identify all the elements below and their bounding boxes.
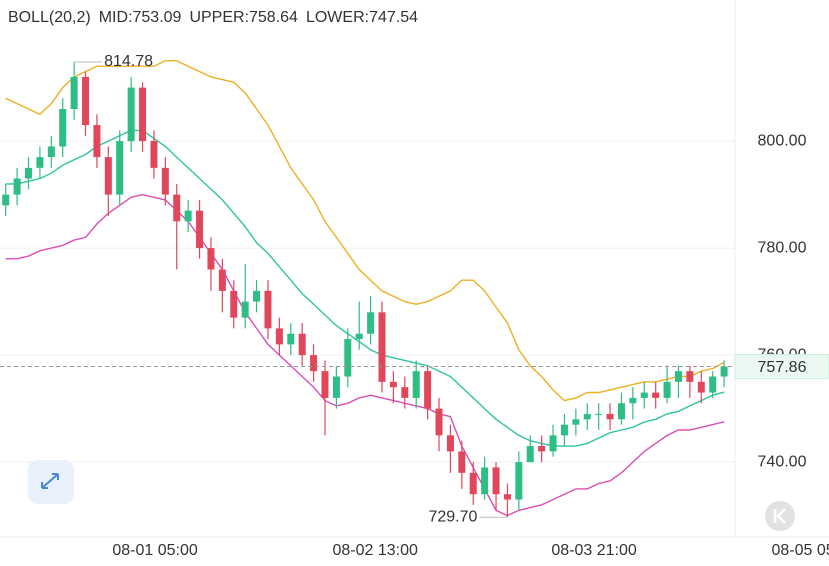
candle-body: [720, 366, 728, 377]
price-highlight: [734, 354, 829, 380]
indicator-label: MID:753.09: [99, 9, 182, 26]
candle-body: [686, 371, 694, 382]
candle-body: [93, 125, 101, 158]
candle-body: [481, 467, 489, 495]
candle-body: [253, 290, 261, 302]
candle-body: [709, 376, 717, 393]
y-tick-label: 780.00: [758, 239, 807, 256]
candle-body: [629, 397, 637, 404]
candle-body: [264, 290, 272, 329]
candle-body: [70, 76, 78, 109]
candle-body: [59, 109, 67, 147]
candle-body: [617, 403, 625, 420]
candle-body: [127, 87, 135, 142]
candle-body: [287, 333, 295, 345]
candle-body: [424, 371, 432, 409]
candle-body: [538, 446, 546, 452]
annotation-label: 729.70: [428, 508, 477, 525]
candle-body: [82, 76, 90, 126]
candle-body: [150, 141, 158, 168]
indicator-label: BOLL(20,2): [8, 9, 91, 26]
candle-body: [583, 413, 591, 420]
candle-body: [104, 157, 112, 195]
band-line: [5, 193, 725, 517]
candle-body: [412, 371, 420, 398]
candle-body: [47, 146, 55, 158]
candle-body: [652, 392, 660, 398]
candle-body: [25, 167, 33, 179]
latest-button[interactable]: [765, 501, 795, 531]
candle-body: [367, 312, 375, 334]
candle-body: [173, 194, 181, 222]
candle-body: [207, 248, 215, 270]
candle-body: [196, 210, 204, 249]
candle-body: [469, 472, 477, 495]
candle-body: [230, 290, 238, 318]
candle-body: [116, 141, 124, 195]
indicator-label: UPPER:758.64: [189, 9, 298, 26]
candle-body: [515, 462, 523, 500]
candle-body: [492, 467, 500, 495]
candle-body: [275, 328, 283, 345]
candle-body: [2, 194, 10, 206]
latest-button-bg[interactable]: [765, 501, 795, 531]
candle-body: [572, 419, 580, 425]
candle-body: [344, 339, 352, 377]
bands: [5, 60, 725, 517]
candle-body: [355, 333, 363, 340]
candle-body: [36, 157, 44, 168]
candle-body: [606, 413, 614, 420]
expand-button[interactable]: [28, 460, 74, 504]
latest-icon: [773, 508, 786, 524]
candle-body: [241, 301, 249, 318]
candle-body: [332, 376, 340, 398]
expand-button-bg[interactable]: [28, 460, 74, 504]
x-tick-label: 08-01 05:00: [112, 542, 198, 559]
candle-body: [310, 355, 318, 372]
candle-body: [526, 446, 534, 463]
candle-body: [218, 269, 226, 291]
candle-body: [161, 167, 169, 195]
price-label: 757.86: [758, 359, 807, 376]
candle-body: [663, 381, 671, 398]
band-line: [5, 129, 725, 447]
candle-body: [401, 387, 409, 398]
candle-body: [389, 381, 397, 388]
candle-body: [549, 435, 557, 452]
candle-body: [640, 392, 648, 398]
candle-body: [446, 435, 454, 452]
annotation-label: 814.78: [104, 53, 153, 70]
candle-body: [674, 371, 682, 382]
y-tick-label: 800.00: [758, 132, 807, 149]
candle-body: [321, 371, 329, 398]
candle-body: [503, 494, 511, 500]
candle-body: [458, 451, 466, 473]
candle-body: [378, 312, 386, 382]
candle-body: [298, 333, 306, 356]
expand-icon: [41, 473, 59, 489]
candles: [2, 62, 728, 518]
band-line: [5, 60, 725, 402]
x-tick-label: 08-05 05:00: [771, 542, 829, 559]
y-tick-label: 740.00: [758, 453, 807, 470]
candle-body: [435, 408, 443, 436]
indicator-label: LOWER:747.54: [306, 9, 418, 26]
x-tick-label: 08-02 13:00: [332, 542, 418, 559]
candle-body: [595, 413, 603, 415]
candle-body: [184, 210, 192, 222]
candle-body: [13, 178, 21, 195]
candle-body: [560, 424, 568, 436]
candle-body: [139, 87, 147, 142]
x-tick-label: 08-03 21:00: [551, 542, 637, 559]
candle-body: [697, 381, 705, 393]
